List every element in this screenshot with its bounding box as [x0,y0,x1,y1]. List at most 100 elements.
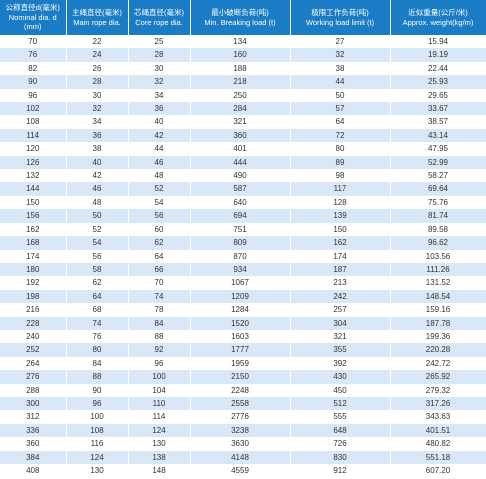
cell: 187 [290,262,391,277]
cell: 264 [0,356,67,371]
cell: 52.99 [390,155,486,170]
cell: 160 [190,48,291,62]
table-row: 192 62 70 1067 213 131.52 [0,276,486,290]
cell: 3238 [190,423,291,438]
cell: 551.18 [390,450,486,464]
cell: 128 [290,195,391,210]
header-cell: 主绳直径(毫米) Main rope dia. [66,0,129,35]
cell: 150 [290,222,391,237]
table-row: 300 96 110 2558 512 317.26 [0,396,486,411]
cell: 2558 [190,396,291,411]
table-row: 162 52 60 751 150 89.58 [0,222,486,237]
cell: 36 [128,102,191,116]
cell: 640 [190,195,291,210]
header-cell: 极限工作负荷(吨) Working load limit (t) [290,0,391,35]
cell: 22.44 [390,61,486,76]
cell: 80 [290,142,391,156]
cell: 15.94 [390,35,486,49]
cell: 355 [290,343,391,357]
cell: 321 [290,329,391,344]
cell: 240 [0,329,67,344]
header-cell: 公称直径d(毫米) Nominal dia. d (mm) [0,0,67,35]
header-line: Main rope dia. [73,17,121,27]
cell: 98 [290,169,391,183]
table-row: 132 42 48 490 98 58.27 [0,169,486,183]
cell: 360 [0,437,67,451]
cell: 70 [128,276,191,290]
header-line: (mm) [24,22,42,32]
cell: 92 [128,343,191,357]
cell: 450 [290,383,391,397]
cell: 132 [0,169,67,183]
cell: 162 [290,236,391,250]
cell: 912 [290,464,391,478]
cell: 74 [66,316,129,330]
cell: 108 [0,115,67,129]
header-line: 极限工作负荷(吨) [311,8,369,17]
cell: 44 [128,142,191,156]
table-row: 102 32 36 284 57 33.67 [0,102,486,116]
cell: 809 [190,236,291,250]
cell: 89 [290,155,391,170]
cell: 726 [290,437,391,451]
cell: 2776 [190,410,291,424]
cell: 555 [290,410,391,424]
table-row: 70 22 25 134 27 15.94 [0,35,486,49]
cell: 130 [128,437,191,451]
cell: 139 [290,209,391,223]
cell: 62 [128,236,191,250]
cell: 1603 [190,329,291,344]
cell: 110 [128,396,191,411]
cell: 76 [66,329,129,344]
cell: 100 [128,370,191,384]
cell: 401.51 [390,423,486,438]
cell: 317.26 [390,396,486,411]
cell: 288 [0,383,67,397]
cell: 870 [190,249,291,263]
table-row: 216 68 78 1284 257 159.16 [0,303,486,317]
cell: 40 [128,115,191,129]
cell: 40 [66,155,129,170]
cell: 46 [66,182,129,196]
cell: 276 [0,370,67,384]
cell: 257 [290,303,391,317]
cell: 830 [290,450,391,464]
cell: 82 [0,61,67,76]
cell: 3630 [190,437,291,451]
cell: 384 [0,450,67,464]
cell: 25 [128,35,191,49]
cell: 60 [128,222,191,237]
cell: 34 [66,115,129,129]
cell: 490 [190,169,291,183]
cell: 174 [0,249,67,263]
cell: 52 [128,182,191,196]
table-row: 168 54 62 809 162 96.62 [0,236,486,250]
cell: 162 [0,222,67,237]
cell: 102 [0,102,67,116]
cell: 607.20 [390,464,486,478]
cell: 300 [0,396,67,411]
cell: 120 [0,142,67,156]
cell: 34 [128,88,191,103]
cell: 58.27 [390,169,486,183]
cell: 28 [128,48,191,62]
cell: 1209 [190,289,291,304]
cell: 56 [128,209,191,223]
cell: 1520 [190,316,291,330]
cell: 4559 [190,464,291,478]
header-line: 近似重量(公斤/米) [408,8,468,17]
cell: 168 [0,236,67,250]
table-row: 108 34 40 321 64 38.57 [0,115,486,129]
cell: 96 [128,356,191,371]
cell: 1959 [190,356,291,371]
cell: 343.63 [390,410,486,424]
cell: 150 [0,195,67,210]
cell: 43.14 [390,128,486,143]
cell: 392 [290,356,391,371]
cell: 90 [0,75,67,89]
cell: 2150 [190,370,291,384]
cell: 46 [128,155,191,170]
cell: 4148 [190,450,291,464]
cell: 2248 [190,383,291,397]
